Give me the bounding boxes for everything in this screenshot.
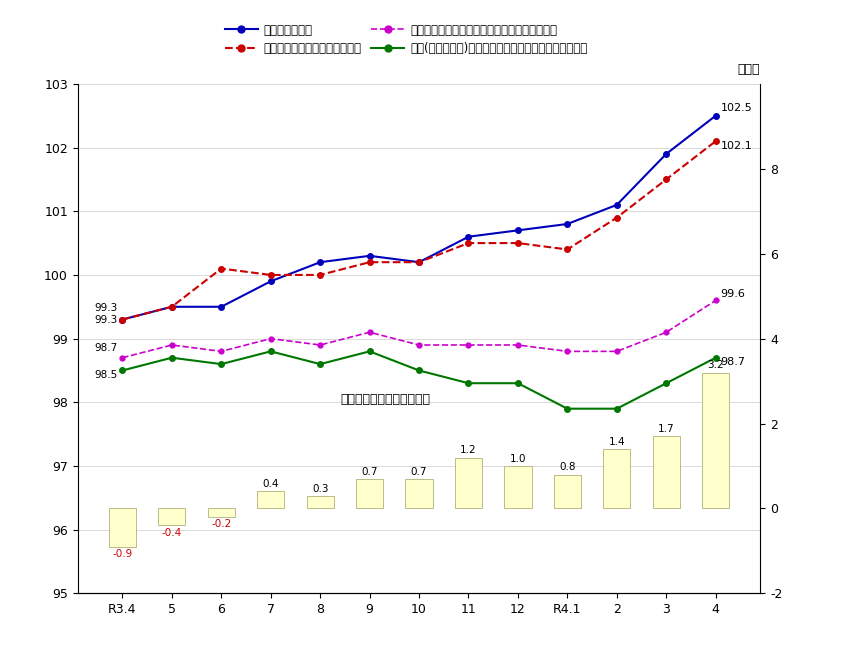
Bar: [405, 479, 433, 508]
Text: 99.3: 99.3: [94, 315, 118, 324]
Text: 0.4: 0.4: [263, 479, 279, 490]
Text: 3.2: 3.2: [708, 361, 724, 370]
Bar: [702, 373, 729, 508]
Text: 102.1: 102.1: [721, 141, 753, 152]
Text: 1.7: 1.7: [658, 424, 675, 434]
Bar: [554, 475, 581, 508]
Text: -0.9: -0.9: [112, 549, 132, 559]
Legend: 総合（左目盛）, 生鮮食品を除く総合（左目盛）, 生鮮食品及びエネルギーを除く総合（左目盛）, 食料(酒類を除く)及びエネルギーを除く総合（左目盛）: 総合（左目盛）, 生鮮食品を除く総合（左目盛）, 生鮮食品及びエネルギーを除く総…: [220, 19, 592, 60]
Text: 総合前年同月比（右目盛）: 総合前年同月比（右目盛）: [340, 393, 430, 406]
Text: 98.7: 98.7: [721, 357, 746, 368]
Text: 1.0: 1.0: [510, 454, 526, 464]
Bar: [307, 496, 334, 508]
Bar: [652, 436, 680, 508]
Bar: [505, 466, 531, 508]
Bar: [257, 491, 284, 508]
Text: -0.2: -0.2: [211, 519, 232, 529]
Text: 0.8: 0.8: [559, 462, 575, 472]
Text: 0.3: 0.3: [312, 484, 328, 493]
Text: 0.7: 0.7: [361, 466, 378, 477]
Bar: [207, 508, 235, 517]
Text: 102.5: 102.5: [721, 103, 753, 113]
Text: -0.4: -0.4: [162, 528, 182, 537]
Bar: [109, 508, 136, 547]
Text: 99.6: 99.6: [721, 289, 746, 299]
Text: 0.7: 0.7: [410, 466, 428, 477]
Bar: [356, 479, 384, 508]
Text: 1.4: 1.4: [608, 437, 626, 447]
Text: 98.7: 98.7: [94, 343, 118, 353]
Bar: [454, 457, 482, 508]
Bar: [158, 508, 186, 526]
Text: 99.3: 99.3: [94, 303, 118, 313]
Text: 98.5: 98.5: [94, 370, 118, 380]
Bar: [603, 449, 631, 508]
Text: （％）: （％）: [738, 63, 760, 76]
Text: 1.2: 1.2: [461, 446, 477, 455]
